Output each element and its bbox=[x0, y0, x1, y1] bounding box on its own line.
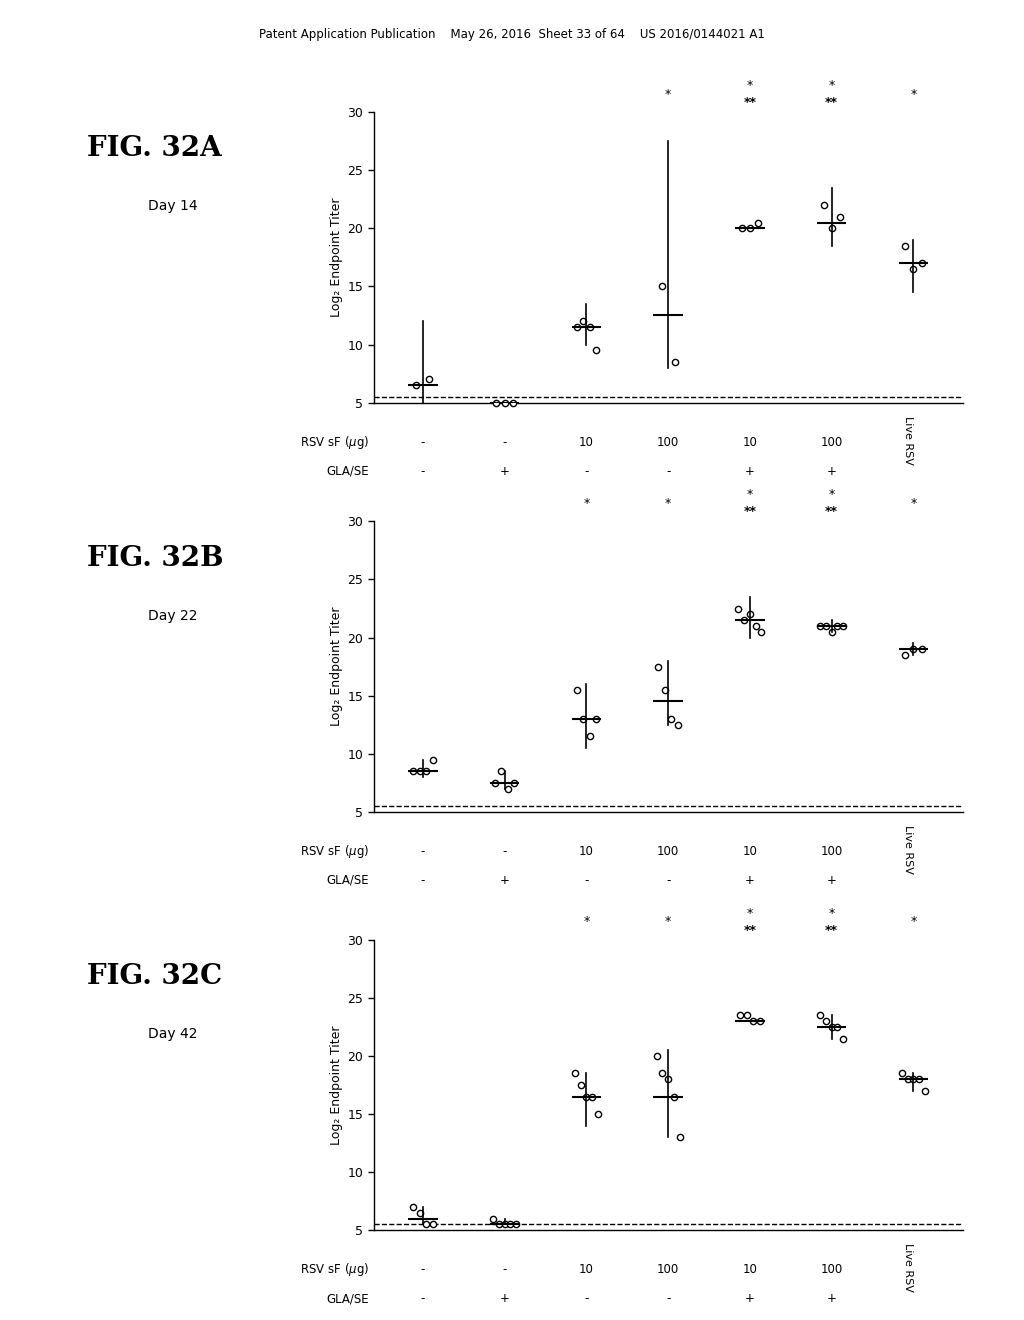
Text: +: + bbox=[826, 874, 837, 887]
Text: FIG. 32A: FIG. 32A bbox=[87, 136, 222, 162]
Text: 10: 10 bbox=[579, 1263, 594, 1276]
Text: *: * bbox=[584, 915, 590, 928]
Text: -: - bbox=[585, 874, 589, 887]
Text: -: - bbox=[421, 845, 425, 858]
Text: *: * bbox=[910, 87, 916, 100]
Text: 100: 100 bbox=[657, 1263, 679, 1276]
Text: +: + bbox=[745, 1292, 755, 1305]
Text: RSV sF ($\mu$g): RSV sF ($\mu$g) bbox=[299, 1262, 369, 1278]
Text: +: + bbox=[745, 465, 755, 478]
Text: Day 42: Day 42 bbox=[148, 1027, 198, 1041]
Text: *: * bbox=[910, 915, 916, 928]
Text: *: * bbox=[746, 79, 753, 92]
Text: 10: 10 bbox=[742, 1263, 758, 1276]
Y-axis label: Log₂ Endpoint Titer: Log₂ Endpoint Titer bbox=[331, 607, 343, 726]
Text: *: * bbox=[584, 496, 590, 510]
Text: **: ** bbox=[743, 924, 757, 937]
Text: 100: 100 bbox=[820, 845, 843, 858]
Text: GLA/SE: GLA/SE bbox=[326, 874, 369, 887]
Text: 100: 100 bbox=[820, 1263, 843, 1276]
Text: Live RSV: Live RSV bbox=[903, 825, 913, 874]
Text: -: - bbox=[421, 436, 425, 449]
Text: *: * bbox=[828, 907, 835, 920]
Text: **: ** bbox=[825, 506, 839, 519]
Text: -: - bbox=[585, 1292, 589, 1305]
Text: Live RSV: Live RSV bbox=[903, 1243, 913, 1292]
Text: **: ** bbox=[743, 96, 757, 110]
Text: -: - bbox=[666, 465, 671, 478]
Text: -: - bbox=[503, 845, 507, 858]
Text: +: + bbox=[500, 874, 510, 887]
Text: *: * bbox=[665, 915, 672, 928]
Text: *: * bbox=[828, 79, 835, 92]
Text: -: - bbox=[421, 1292, 425, 1305]
Text: Day 22: Day 22 bbox=[148, 609, 198, 623]
Text: Live RSV: Live RSV bbox=[903, 416, 913, 465]
Text: **: ** bbox=[743, 506, 757, 519]
Y-axis label: Log₂ Endpoint Titer: Log₂ Endpoint Titer bbox=[331, 198, 343, 317]
Text: *: * bbox=[746, 907, 753, 920]
Text: 10: 10 bbox=[579, 436, 594, 449]
Text: *: * bbox=[665, 87, 672, 100]
Text: +: + bbox=[500, 1292, 510, 1305]
Text: -: - bbox=[666, 874, 671, 887]
Text: -: - bbox=[503, 1263, 507, 1276]
Text: *: * bbox=[910, 496, 916, 510]
Text: 100: 100 bbox=[657, 845, 679, 858]
Text: -: - bbox=[421, 465, 425, 478]
Text: -: - bbox=[421, 1263, 425, 1276]
Text: -: - bbox=[421, 874, 425, 887]
Text: GLA/SE: GLA/SE bbox=[326, 465, 369, 478]
Text: +: + bbox=[826, 1292, 837, 1305]
Text: FIG. 32C: FIG. 32C bbox=[87, 964, 222, 990]
Text: 100: 100 bbox=[820, 436, 843, 449]
Text: -: - bbox=[503, 436, 507, 449]
Text: 100: 100 bbox=[657, 436, 679, 449]
Text: Patent Application Publication    May 26, 2016  Sheet 33 of 64    US 2016/014402: Patent Application Publication May 26, 2… bbox=[259, 28, 765, 41]
Text: 10: 10 bbox=[742, 845, 758, 858]
Y-axis label: Log₂ Endpoint Titer: Log₂ Endpoint Titer bbox=[331, 1026, 343, 1144]
Text: +: + bbox=[745, 874, 755, 887]
Text: +: + bbox=[500, 465, 510, 478]
Text: FIG. 32B: FIG. 32B bbox=[87, 545, 223, 572]
Text: RSV sF ($\mu$g): RSV sF ($\mu$g) bbox=[299, 434, 369, 450]
Text: *: * bbox=[828, 488, 835, 502]
Text: 10: 10 bbox=[579, 845, 594, 858]
Text: -: - bbox=[585, 465, 589, 478]
Text: -: - bbox=[666, 1292, 671, 1305]
Text: **: ** bbox=[825, 96, 839, 110]
Text: **: ** bbox=[825, 924, 839, 937]
Text: 10: 10 bbox=[742, 436, 758, 449]
Text: GLA/SE: GLA/SE bbox=[326, 1292, 369, 1305]
Text: *: * bbox=[746, 488, 753, 502]
Text: +: + bbox=[826, 465, 837, 478]
Text: RSV sF ($\mu$g): RSV sF ($\mu$g) bbox=[299, 843, 369, 859]
Text: *: * bbox=[665, 496, 672, 510]
Text: Day 14: Day 14 bbox=[148, 199, 198, 214]
